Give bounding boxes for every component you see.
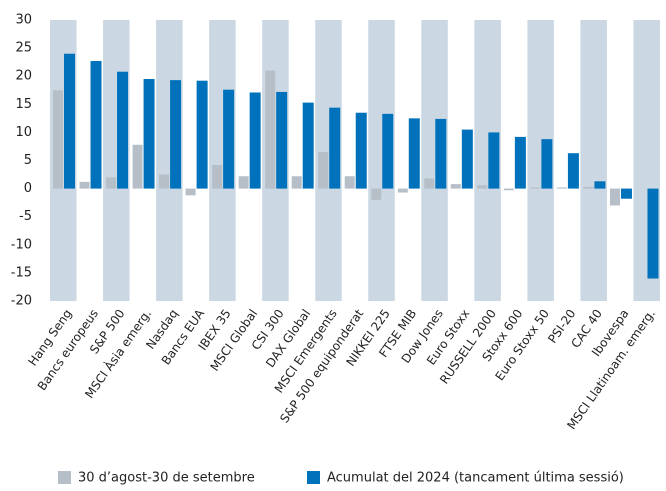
bar xyxy=(503,188,514,191)
legend-swatch xyxy=(307,471,320,484)
bar xyxy=(371,188,382,200)
bar xyxy=(238,176,249,189)
bar xyxy=(647,188,659,279)
bar xyxy=(355,112,367,189)
y-tick-label: 0 xyxy=(24,181,32,196)
y-tick-label: 20 xyxy=(15,69,32,84)
y-tick-label: -5 xyxy=(19,209,32,224)
bar xyxy=(159,174,170,189)
bar xyxy=(132,144,143,189)
bar xyxy=(620,188,632,199)
bar xyxy=(185,188,196,196)
bar xyxy=(424,178,435,189)
y-tick-label: 25 xyxy=(15,41,32,56)
legend-swatch xyxy=(58,471,71,484)
bar xyxy=(556,187,567,189)
y-tick-label: -20 xyxy=(11,294,32,309)
bar xyxy=(249,92,261,189)
bar xyxy=(223,89,235,189)
bar xyxy=(382,113,394,189)
bar xyxy=(594,181,606,189)
bar xyxy=(583,186,594,189)
bar xyxy=(329,107,341,189)
bar xyxy=(212,164,223,189)
y-tick-label: -15 xyxy=(11,265,32,280)
y-tick-label: 10 xyxy=(15,125,32,140)
bar xyxy=(291,176,302,189)
bar xyxy=(477,185,488,189)
bar xyxy=(265,70,276,189)
bar xyxy=(90,61,102,189)
bar xyxy=(567,153,579,189)
legend-label: 30 d’agost-30 de setembre xyxy=(78,471,255,486)
band xyxy=(580,20,607,301)
bar xyxy=(302,102,314,189)
bar xyxy=(64,53,75,189)
bar xyxy=(397,188,408,193)
bar xyxy=(408,118,420,189)
bar xyxy=(143,79,155,189)
bar xyxy=(450,184,461,189)
bar xyxy=(461,129,473,189)
bar xyxy=(79,181,90,189)
bar xyxy=(318,152,329,189)
bar xyxy=(106,177,117,189)
bar xyxy=(514,136,526,189)
bar xyxy=(196,80,208,189)
y-tick-label: -10 xyxy=(11,237,32,252)
bar xyxy=(344,176,355,189)
bar xyxy=(488,132,500,189)
bar xyxy=(530,187,541,189)
bar xyxy=(609,188,620,206)
y-tick-label: 30 xyxy=(15,13,32,28)
bar xyxy=(117,71,129,189)
y-tick-label: 15 xyxy=(15,97,32,112)
bar xyxy=(53,90,63,189)
bar xyxy=(170,80,182,189)
bar xyxy=(541,139,553,189)
bar xyxy=(276,91,288,189)
y-tick-label: 5 xyxy=(24,153,32,168)
legend-label: Acumulat del 2024 (tancament última sess… xyxy=(327,471,624,486)
bar xyxy=(435,118,447,189)
